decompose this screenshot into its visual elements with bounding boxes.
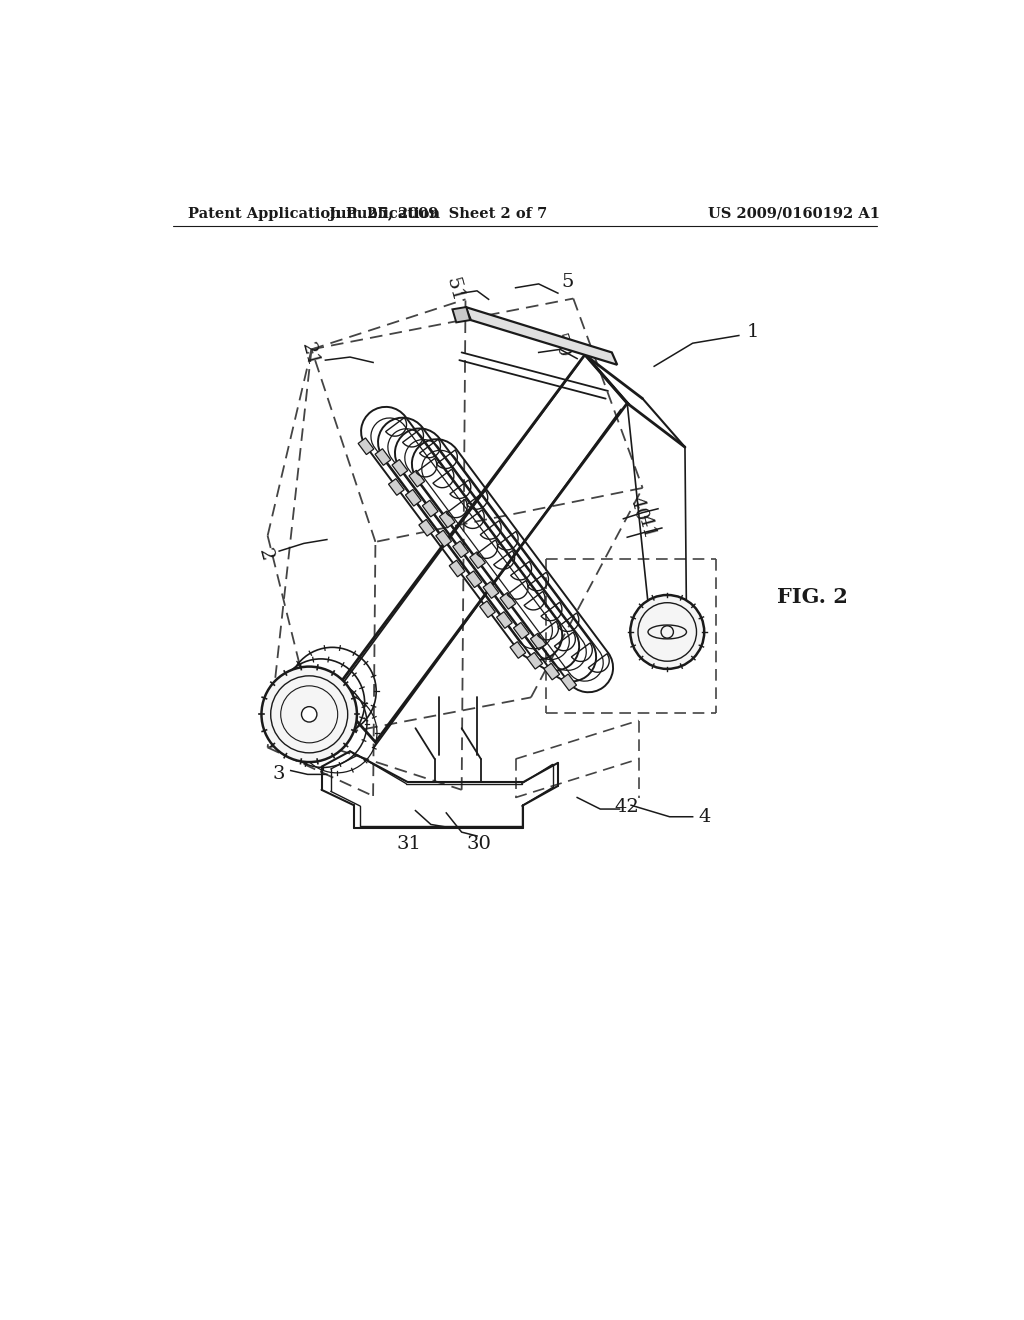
Polygon shape <box>527 652 543 669</box>
Polygon shape <box>392 459 408 477</box>
Circle shape <box>631 595 705 669</box>
Polygon shape <box>561 675 577 690</box>
Text: 42: 42 <box>614 797 640 816</box>
Text: 51: 51 <box>442 275 466 304</box>
Polygon shape <box>500 593 516 609</box>
Polygon shape <box>466 308 617 364</box>
Polygon shape <box>497 611 512 628</box>
Polygon shape <box>422 500 438 517</box>
Polygon shape <box>419 520 434 536</box>
Polygon shape <box>406 490 421 506</box>
Polygon shape <box>450 560 465 577</box>
Text: 1: 1 <box>746 322 759 341</box>
Polygon shape <box>439 511 455 528</box>
Text: US 2009/0160192 A1: US 2009/0160192 A1 <box>708 207 880 220</box>
Polygon shape <box>358 438 374 454</box>
Polygon shape <box>375 449 391 466</box>
Text: FIG. 2: FIG. 2 <box>777 587 848 607</box>
Polygon shape <box>466 572 482 587</box>
Polygon shape <box>436 531 452 546</box>
Text: 50: 50 <box>548 331 572 360</box>
Polygon shape <box>453 308 470 322</box>
Text: 5: 5 <box>562 273 574 290</box>
Polygon shape <box>409 470 425 487</box>
Polygon shape <box>510 642 525 659</box>
Polygon shape <box>530 634 546 649</box>
Polygon shape <box>470 552 485 569</box>
Text: 3: 3 <box>272 766 285 783</box>
Text: 31: 31 <box>397 834 422 853</box>
Circle shape <box>261 667 357 762</box>
Text: 21: 21 <box>298 341 322 370</box>
Text: Patent Application Publication: Patent Application Publication <box>188 207 440 220</box>
Text: 2: 2 <box>255 546 275 564</box>
Text: 41: 41 <box>635 512 658 541</box>
Polygon shape <box>479 601 496 618</box>
Polygon shape <box>483 582 499 598</box>
Text: Jun. 25, 2009  Sheet 2 of 7: Jun. 25, 2009 Sheet 2 of 7 <box>330 207 548 220</box>
Polygon shape <box>453 541 468 557</box>
Text: 40: 40 <box>627 495 650 523</box>
Text: 4: 4 <box>698 808 711 826</box>
Polygon shape <box>388 479 404 495</box>
Polygon shape <box>513 623 529 639</box>
Polygon shape <box>544 663 559 680</box>
Text: 30: 30 <box>467 834 492 853</box>
Polygon shape <box>585 355 630 405</box>
Circle shape <box>301 706 316 722</box>
